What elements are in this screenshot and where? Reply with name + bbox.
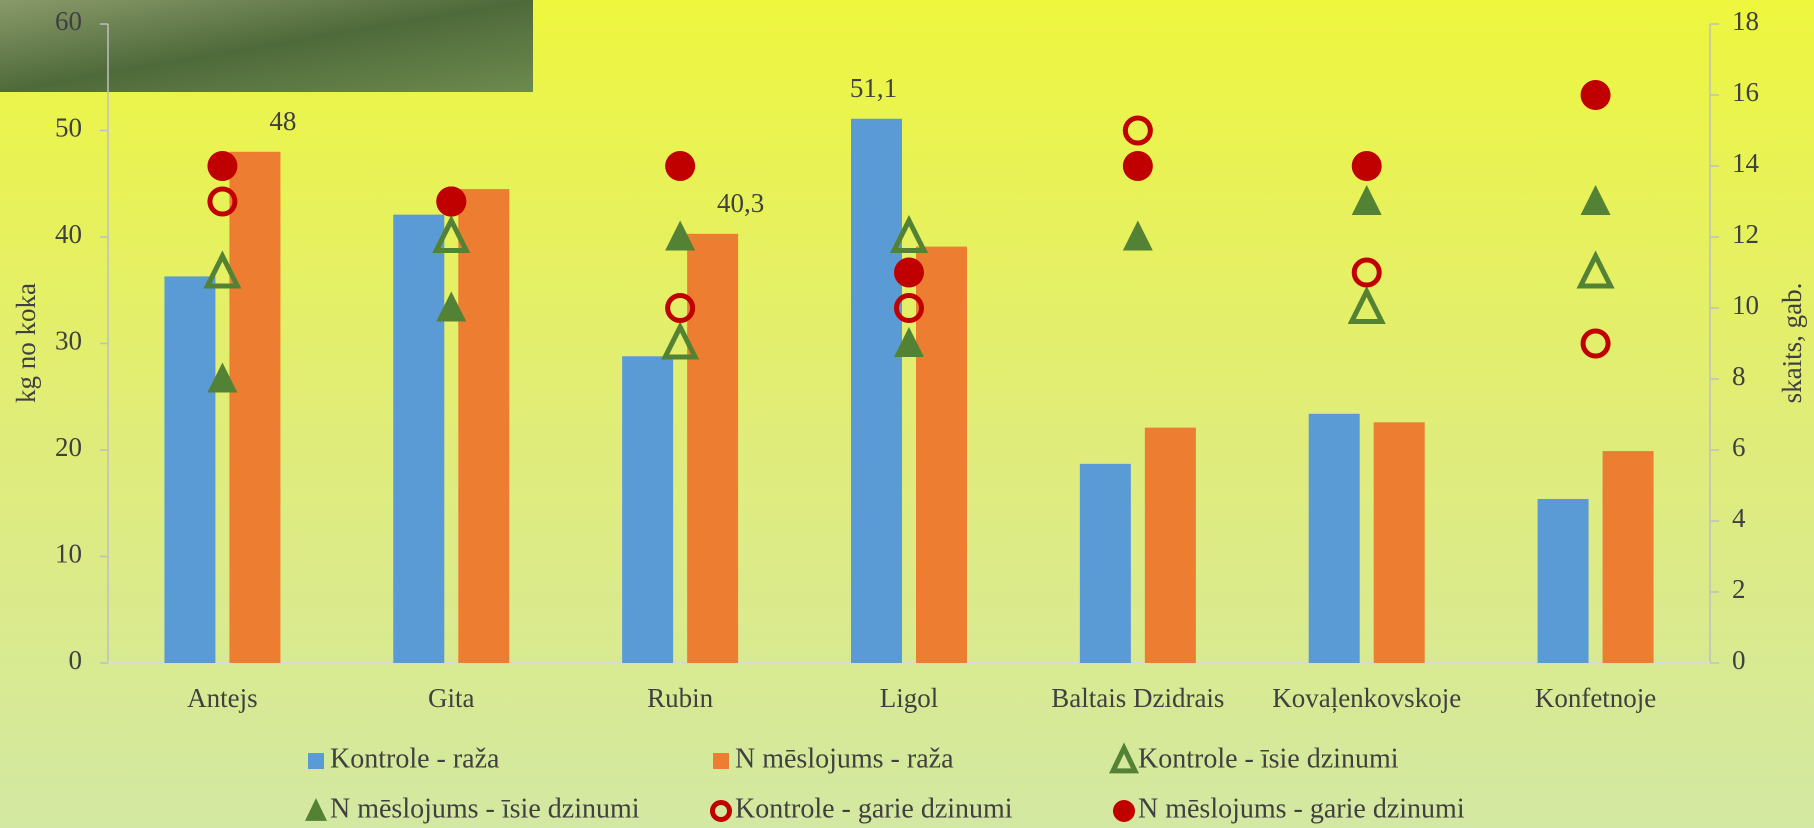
marker: [203, 250, 242, 289]
x-tick-label: Ligol: [880, 683, 939, 713]
x-tick-label: Baltais Dzidrais: [1051, 683, 1224, 713]
marker: [1580, 80, 1611, 110]
x-tick-label: Rubin: [647, 683, 714, 713]
marker: [207, 151, 238, 181]
marker: [1351, 185, 1382, 215]
legend-symbol: [1109, 742, 1139, 774]
marker: [432, 214, 471, 253]
y2-axis-title: skaits, gab.: [1777, 283, 1807, 404]
legend-symbol: [713, 753, 729, 769]
y-tick-label: 40: [55, 219, 82, 249]
photo: [0, 0, 533, 92]
y2-tick-label: 0: [1732, 645, 1746, 675]
bar: [1373, 422, 1425, 663]
marker: [661, 321, 700, 360]
legend-symbol: [308, 753, 324, 769]
y-tick-label: 20: [55, 432, 82, 462]
legend-label: N mēslojums - raža: [735, 743, 954, 774]
y-tick-label: 10: [55, 539, 82, 569]
y2-tick-label: 6: [1732, 432, 1746, 462]
bar: [164, 276, 216, 663]
y-tick-label: 50: [55, 113, 82, 143]
marker: [207, 362, 238, 393]
marker: [1122, 151, 1153, 181]
legend-label: Kontrole - garie dzinumi: [735, 793, 1013, 824]
marker: [207, 186, 238, 217]
bar: [1308, 413, 1360, 663]
marker: [894, 327, 924, 357]
x-tick-label: Konfetnoje: [1535, 683, 1656, 713]
legend-label: Kontrole - īsie dzinumi: [1138, 743, 1399, 774]
bar: [1602, 451, 1654, 663]
legend-symbol: [710, 800, 732, 822]
y2-tick-label: 16: [1732, 77, 1759, 107]
marker: [1122, 115, 1153, 146]
y2-tick-label: 4: [1732, 503, 1746, 533]
legend-label: Kontrole - raža: [330, 743, 500, 774]
y2-tick-label: 10: [1732, 290, 1759, 320]
x-tick-label: Kovaļenkovskoje: [1272, 683, 1461, 713]
marker: [1351, 257, 1382, 288]
data-label: 48: [269, 106, 296, 136]
marker: [665, 151, 696, 181]
data-label: 40,3: [717, 188, 764, 218]
marker: [1580, 185, 1611, 215]
y2-tick-label: 14: [1732, 148, 1760, 178]
y2-tick-label: 8: [1732, 361, 1746, 391]
marker: [665, 220, 696, 251]
marker: [1351, 151, 1382, 181]
marker: [436, 291, 467, 322]
bar: [393, 214, 445, 663]
marker: [665, 293, 696, 323]
legend-label: N mēslojums - garie dzinumi: [1138, 793, 1465, 824]
bar: [916, 246, 967, 663]
x-tick-label: Gita: [428, 683, 475, 713]
marker: [894, 293, 924, 323]
marker: [889, 214, 929, 253]
bar: [622, 356, 674, 663]
data-label: 51,1: [850, 73, 897, 103]
y-tick-label: 30: [55, 326, 82, 356]
x-tick-label: Antejs: [187, 683, 258, 713]
y2-tick-label: 12: [1732, 219, 1759, 249]
bar: [1144, 427, 1196, 663]
y-tick-label: 0: [69, 645, 83, 675]
bar: [1079, 463, 1131, 663]
bar: [1537, 498, 1589, 663]
marker: [1580, 328, 1611, 359]
y2-tick-label: 18: [1732, 6, 1759, 36]
legend-symbol: [305, 798, 327, 821]
bar: [458, 189, 510, 663]
bar: [687, 233, 739, 663]
marker: [436, 186, 467, 217]
marker: [1122, 220, 1153, 251]
marker: [894, 257, 924, 288]
bar: [851, 118, 902, 663]
marker: [1347, 285, 1386, 324]
y2-tick-label: 2: [1732, 574, 1746, 604]
marker: [1576, 250, 1615, 289]
legend-label: N mēslojums - īsie dzinumi: [330, 793, 640, 824]
y-axis-title: kg no koka: [11, 283, 41, 403]
legend-symbol: [1113, 800, 1135, 822]
bar: [229, 151, 281, 664]
y-tick-label: 60: [55, 6, 82, 36]
